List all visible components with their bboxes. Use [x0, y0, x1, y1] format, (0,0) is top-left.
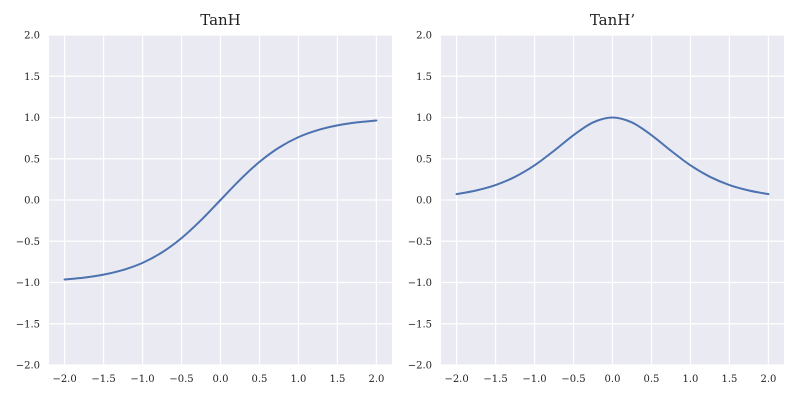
x-tick-label: −0.5 — [169, 374, 193, 385]
y-tick-label: −0.5 — [408, 237, 432, 248]
y-tick-label: −1.5 — [408, 319, 432, 330]
x-tick-label: 1.0 — [683, 374, 699, 385]
x-tick-label: 0.0 — [605, 374, 621, 385]
y-tick-label: −1.0 — [16, 278, 40, 289]
x-tick-label: 0.5 — [644, 374, 660, 385]
x-tick-label: 0.0 — [213, 374, 229, 385]
x-tick-label: −1.5 — [91, 374, 115, 385]
y-tick-label: −1.5 — [16, 319, 40, 330]
tanh-derivative-chart: −2.0 −1.5 −1.0 −0.5 0.0 0.5 1.0 1.5 2.0 −2.0 −1.5 −… — [408, 11, 784, 385]
y-tick-label: 0.0 — [416, 196, 432, 207]
x-tick-label: −2.0 — [52, 374, 76, 385]
y-tick-label: 1.0 — [416, 113, 432, 124]
y-tick-label: −0.5 — [16, 237, 40, 248]
y-tick-label: 1.0 — [24, 113, 40, 124]
chart-title: TanH’ — [590, 11, 635, 29]
x-tick-label: 1.0 — [291, 374, 307, 385]
y-tick-label: −1.0 — [408, 278, 432, 289]
y-tick-label: 2.0 — [416, 31, 432, 42]
y-tick-label: 1.5 — [24, 72, 40, 83]
series-line — [63, 119, 378, 281]
x-tick-label: 1.5 — [721, 374, 737, 385]
y-tick-label: 1.5 — [416, 72, 432, 83]
y-tick-label: −2.0 — [408, 361, 432, 372]
y-tick-label: −2.0 — [16, 361, 40, 372]
x-tick-label: 2.0 — [760, 374, 776, 385]
y-tick-label: 2.0 — [24, 31, 40, 42]
x-tick-label: −1.0 — [522, 374, 546, 385]
x-tick-label: 0.5 — [252, 374, 268, 385]
x-tick-label: −0.5 — [561, 374, 585, 385]
x-tick-label: 2.0 — [368, 374, 384, 385]
x-tick-label: 1.5 — [329, 374, 345, 385]
chart-title: TanH — [200, 11, 241, 29]
series-line — [455, 116, 770, 196]
x-tick-label: −1.0 — [130, 374, 154, 385]
y-tick-label: 0.5 — [24, 154, 40, 165]
x-tick-label: −2.0 — [444, 374, 468, 385]
tanh-chart: −2.0 −1.5 −1.0 −0.5 0.0 0.5 1.0 1.5 2.0 −2.0 −1.5 −… — [16, 11, 392, 385]
y-tick-label: 0.5 — [416, 154, 432, 165]
x-tick-label: −1.5 — [483, 374, 507, 385]
y-tick-label: 0.0 — [24, 196, 40, 207]
